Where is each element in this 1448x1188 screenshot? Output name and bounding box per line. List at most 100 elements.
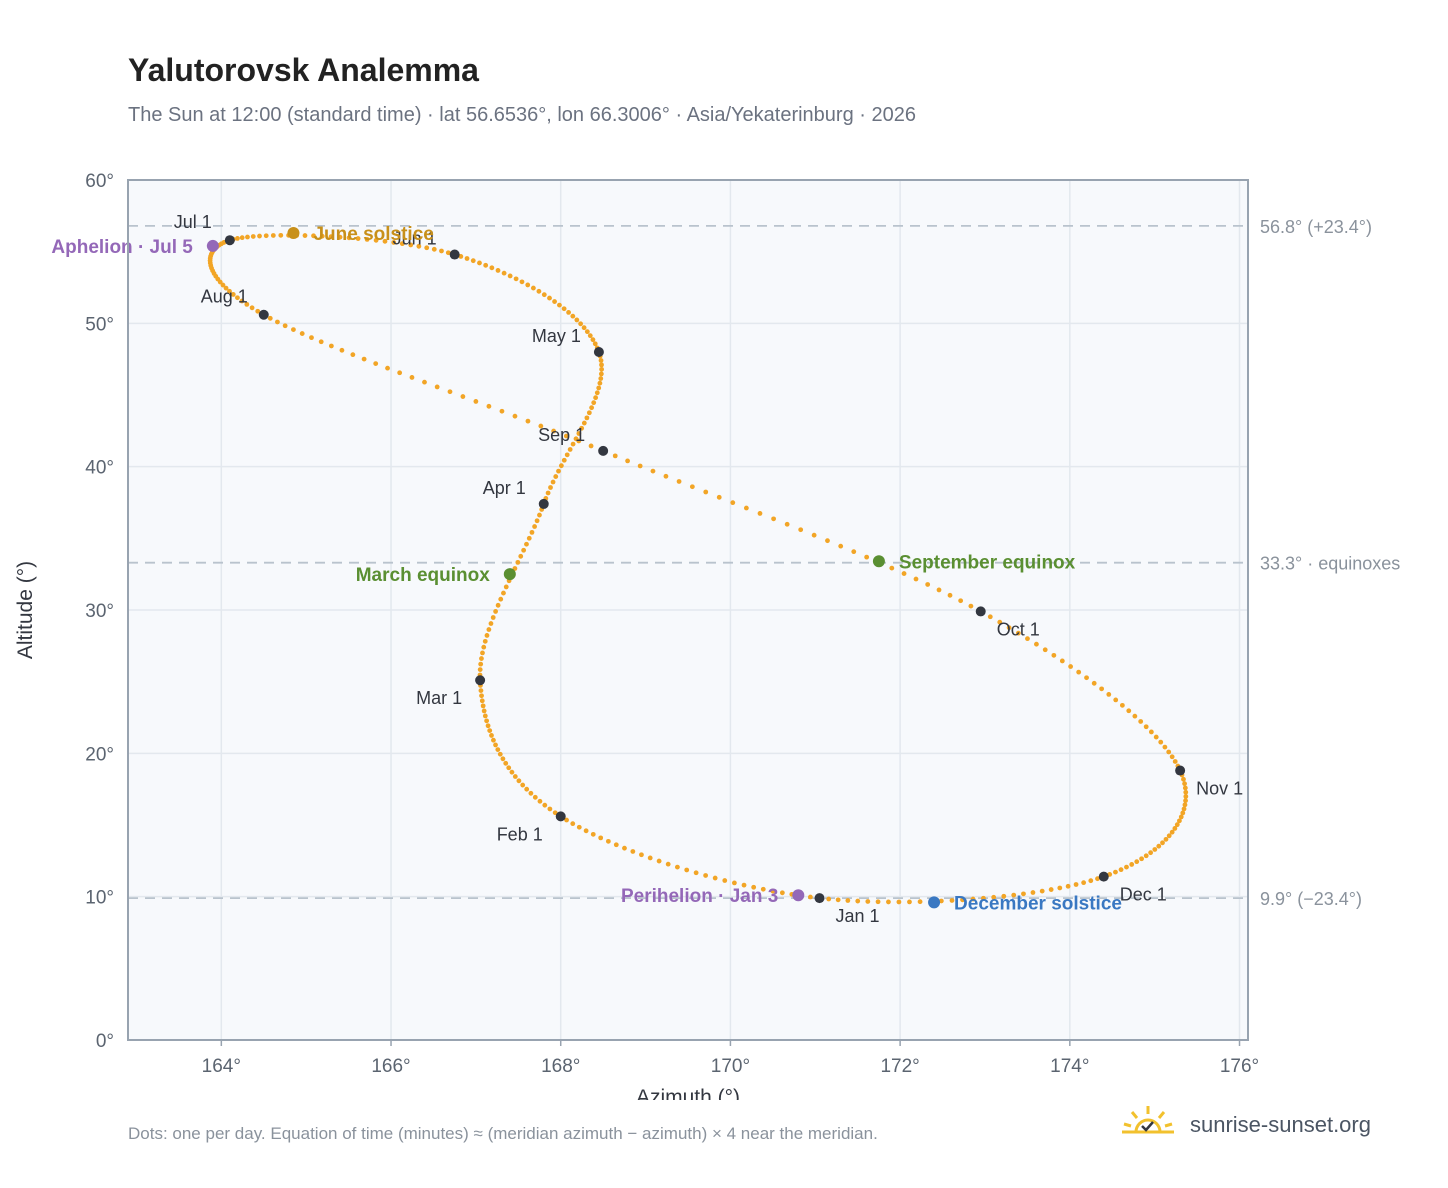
day-dot [689,484,695,490]
day-dot [838,543,844,549]
day-dot [593,395,599,401]
day-dot [987,614,993,620]
day-dot [482,638,488,644]
day-dot [730,500,736,506]
month-marker [1098,871,1109,882]
day-dot [278,232,284,238]
month-markers: Jan 1 Feb 1 Mar 1 Apr 1 May 1 Jun 1 Jul 1 Aug 1… [174,212,1243,926]
day-dot [1042,647,1048,653]
day-dot [958,598,964,604]
day-dot [1084,675,1089,681]
day-dot [1126,708,1132,714]
day-dot [731,880,737,886]
day-dot [431,246,437,252]
day-dot [1143,724,1149,730]
day-dot [1006,625,1012,631]
day-dot [524,541,529,547]
event-marker [287,227,300,240]
day-dot [230,292,236,297]
day-dot [319,233,325,239]
day-dot [612,453,618,459]
day-dot [397,370,403,376]
day-dot [1065,883,1071,889]
day-dot [416,243,422,249]
month-label: Jan 1 [836,906,880,926]
day-dot [299,331,305,336]
day-dot [267,315,273,321]
day-dot [981,895,986,901]
day-dot [291,327,296,333]
day-dot [528,790,534,796]
month-label: Nov 1 [1196,779,1243,799]
day-dot [458,254,464,259]
day-dot [760,886,766,892]
day-dot [663,473,669,479]
day-dot [886,899,891,905]
day-dot [1057,885,1063,891]
day-dot [576,438,582,444]
event-marker [503,568,516,581]
day-dot [997,619,1003,625]
day-dot [590,831,596,837]
day-dot [328,343,334,349]
day-dot [515,559,521,565]
day-dot [578,321,584,327]
day-dot [373,361,379,366]
analemma-chart: 56.8° (+23.4°) 33.3° · equinoxes 9.9° (−23… [14,171,1400,1100]
day-dot [551,428,557,434]
day-dot [516,778,522,784]
x-tick-label: 174° [1050,1056,1089,1077]
day-dot [473,399,479,404]
day-dot [526,535,532,541]
event-marker [872,555,885,568]
day-dot [1134,859,1140,865]
day-dot [594,390,600,396]
day-dot [1166,833,1172,839]
day-dot [350,352,356,358]
month-marker [593,347,604,357]
day-dot [445,250,451,256]
day-dot [970,896,976,902]
day-dot [223,285,229,291]
day-dot [509,769,515,775]
day-dot [1124,864,1129,870]
day-dot [561,457,567,463]
day-dot [1181,776,1186,782]
day-dot [622,845,627,851]
day-dot [501,270,507,276]
day-dot [564,817,569,823]
day-dot [483,262,489,268]
y-tick-label: 0° [96,1031,114,1052]
day-dot [605,838,611,844]
day-dot [532,794,538,800]
day-dot [249,305,255,311]
day-dot [518,553,524,559]
day-dot [693,870,699,876]
day-dot [949,898,955,903]
day-dot [548,485,553,490]
day-dot [480,703,486,709]
day-dot [1106,691,1112,697]
day-dot [851,549,857,555]
day-dot [592,341,598,347]
day-dot [1181,806,1187,812]
day-dot [529,529,535,535]
month-label: May 1 [532,326,581,346]
day-dot [1011,892,1017,898]
day-dot [1182,802,1188,808]
month-marker [449,249,460,260]
day-dot [889,565,895,571]
day-dot [558,463,564,469]
brand-logo[interactable]: sunrise-sunset.org [1120,1104,1420,1144]
day-dot [536,288,542,294]
day-dot [1073,882,1079,887]
day-dot [586,410,592,416]
day-dot [581,325,587,331]
day-dot [676,479,682,484]
month-label: Mar 1 [416,688,462,708]
day-dot [1169,754,1175,760]
day-dot [485,723,491,729]
y-tick-label: 20° [85,744,114,765]
chart-subtitle: The Sun at 12:00 (standard time) · lat 5… [128,104,916,126]
day-dot [235,236,240,241]
